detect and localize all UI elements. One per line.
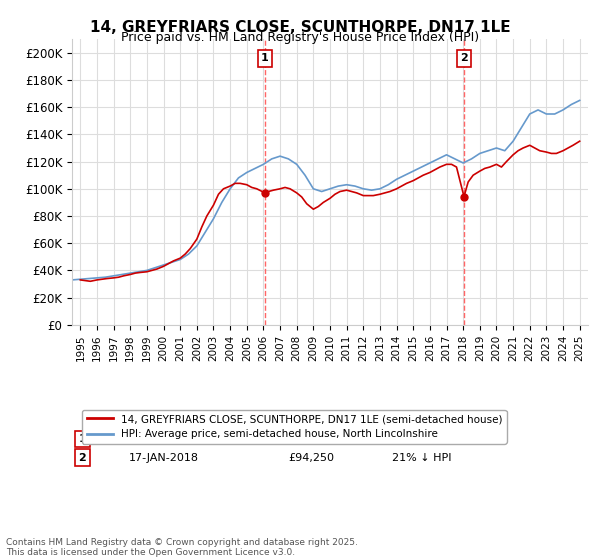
Text: 7% ↓ HPI: 7% ↓ HPI [392, 434, 445, 444]
Text: 1: 1 [79, 434, 86, 444]
Text: Price paid vs. HM Land Registry's House Price Index (HPI): Price paid vs. HM Land Registry's House … [121, 31, 479, 44]
Text: 03-FEB-2006: 03-FEB-2006 [129, 434, 200, 444]
Text: Contains HM Land Registry data © Crown copyright and database right 2025.
This d: Contains HM Land Registry data © Crown c… [6, 538, 358, 557]
Text: 17-JAN-2018: 17-JAN-2018 [129, 452, 199, 463]
Text: 21% ↓ HPI: 21% ↓ HPI [392, 452, 451, 463]
Legend: 14, GREYFRIARS CLOSE, SCUNTHORPE, DN17 1LE (semi-detached house), HPI: Average p: 14, GREYFRIARS CLOSE, SCUNTHORPE, DN17 1… [82, 410, 506, 444]
Text: 14, GREYFRIARS CLOSE, SCUNTHORPE, DN17 1LE: 14, GREYFRIARS CLOSE, SCUNTHORPE, DN17 1… [89, 20, 511, 35]
Text: 2: 2 [79, 452, 86, 463]
Text: £94,250: £94,250 [289, 452, 335, 463]
Text: £96,995: £96,995 [289, 434, 335, 444]
Text: 1: 1 [261, 53, 269, 63]
Text: 2: 2 [460, 53, 468, 63]
